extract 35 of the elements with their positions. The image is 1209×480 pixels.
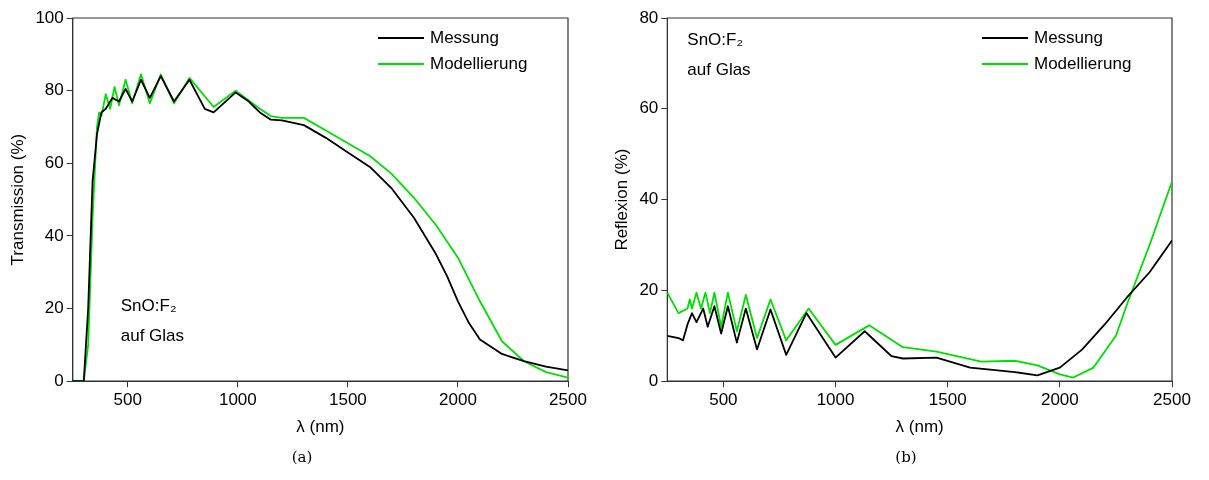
x-tick-label: 500 <box>113 390 142 410</box>
x-tick-label: 1500 <box>328 390 367 410</box>
x-tick-label: 2500 <box>549 390 587 410</box>
y-axis-title: Reflexion (%) <box>611 148 631 251</box>
x-tick-label: 1000 <box>218 390 257 410</box>
x-axis-title: λ (nm) <box>895 417 944 437</box>
y-tick-label: 80 <box>639 7 659 27</box>
annotation: SnO:F₂ <box>120 295 177 315</box>
x-axis-title: λ (nm) <box>296 417 345 437</box>
y-tick-label: 40 <box>44 225 64 245</box>
y-tick-label: 40 <box>639 189 659 209</box>
y-tick-label: 20 <box>639 280 659 300</box>
y-axis-title: Transmission (%) <box>7 133 27 266</box>
y-tick-label: 0 <box>54 370 64 390</box>
x-tick-label: 500 <box>709 390 738 410</box>
legend-label: Messung <box>1034 27 1103 47</box>
y-tick-label: 60 <box>639 98 659 118</box>
annotation: auf Glas <box>120 325 185 345</box>
y-tick-label: 60 <box>44 152 64 172</box>
legend-label: Modellierung <box>430 53 528 73</box>
legend-label: Modellierung <box>1034 53 1132 73</box>
y-tick-label: 20 <box>44 298 64 318</box>
y-tick-label: 80 <box>44 80 64 100</box>
text: (b) <box>894 448 918 466</box>
annotation: auf Glas <box>687 59 751 79</box>
text: (a) <box>290 448 314 466</box>
y-tick-label: 100 <box>35 7 64 27</box>
x-tick-label: 2500 <box>1153 390 1191 410</box>
y-tick-label: 0 <box>648 370 659 390</box>
x-tick-label: 1500 <box>928 390 967 410</box>
x-tick-label: 2000 <box>439 390 477 410</box>
x-tick-label: 1000 <box>816 390 855 410</box>
annotation: SnO:F₂ <box>687 29 744 49</box>
legend-label: Messung <box>430 27 499 47</box>
x-tick-label: 2000 <box>1040 390 1079 410</box>
